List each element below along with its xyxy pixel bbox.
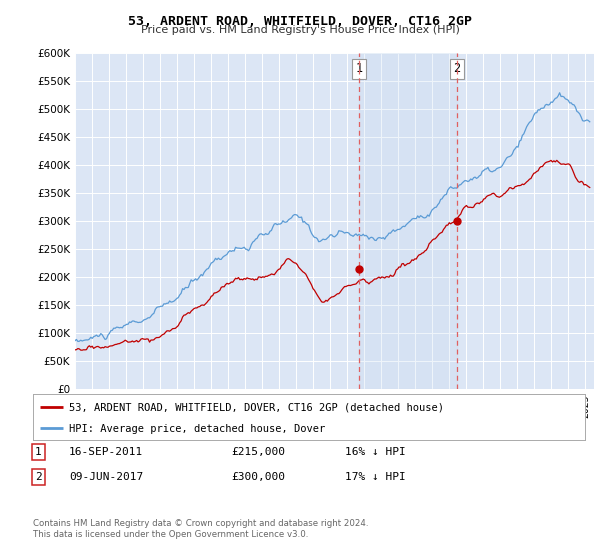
Text: 2: 2 — [453, 62, 460, 76]
Text: 16-SEP-2011: 16-SEP-2011 — [69, 447, 143, 457]
Text: 2: 2 — [35, 472, 41, 482]
Text: 17% ↓ HPI: 17% ↓ HPI — [345, 472, 406, 482]
Text: 53, ARDENT ROAD, WHITFIELD, DOVER, CT16 2GP (detached house): 53, ARDENT ROAD, WHITFIELD, DOVER, CT16 … — [69, 403, 444, 413]
Text: HPI: Average price, detached house, Dover: HPI: Average price, detached house, Dove… — [69, 424, 325, 434]
Text: 16% ↓ HPI: 16% ↓ HPI — [345, 447, 406, 457]
Text: 09-JUN-2017: 09-JUN-2017 — [69, 472, 143, 482]
Text: Price paid vs. HM Land Registry's House Price Index (HPI): Price paid vs. HM Land Registry's House … — [140, 25, 460, 35]
Text: 1: 1 — [356, 62, 363, 76]
Text: Contains HM Land Registry data © Crown copyright and database right 2024.
This d: Contains HM Land Registry data © Crown c… — [33, 519, 368, 539]
Bar — [359, 53, 457, 389]
Text: 53, ARDENT ROAD, WHITFIELD, DOVER, CT16 2GP: 53, ARDENT ROAD, WHITFIELD, DOVER, CT16 … — [128, 15, 472, 28]
Text: 1: 1 — [35, 447, 41, 457]
Text: £300,000: £300,000 — [231, 472, 285, 482]
Text: £215,000: £215,000 — [231, 447, 285, 457]
